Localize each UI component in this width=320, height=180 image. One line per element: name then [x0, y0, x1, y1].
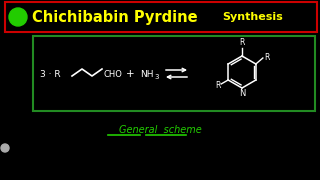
Circle shape: [9, 8, 27, 26]
Text: General  scheme: General scheme: [119, 125, 201, 135]
Text: 3: 3: [154, 74, 158, 80]
Text: R: R: [264, 53, 269, 62]
Text: N: N: [239, 89, 245, 98]
Text: Chichibabin Pyrdine: Chichibabin Pyrdine: [32, 10, 198, 24]
Text: R: R: [215, 80, 220, 89]
Bar: [5, 2, 317, 32]
Circle shape: [1, 144, 9, 152]
Text: CHO: CHO: [103, 69, 122, 78]
Bar: [33, 36, 315, 111]
Text: NH: NH: [140, 69, 154, 78]
Text: R: R: [239, 38, 245, 47]
Text: Synthesis: Synthesis: [222, 12, 283, 22]
Text: +: +: [126, 69, 134, 79]
Text: 3 · R: 3 · R: [40, 69, 60, 78]
